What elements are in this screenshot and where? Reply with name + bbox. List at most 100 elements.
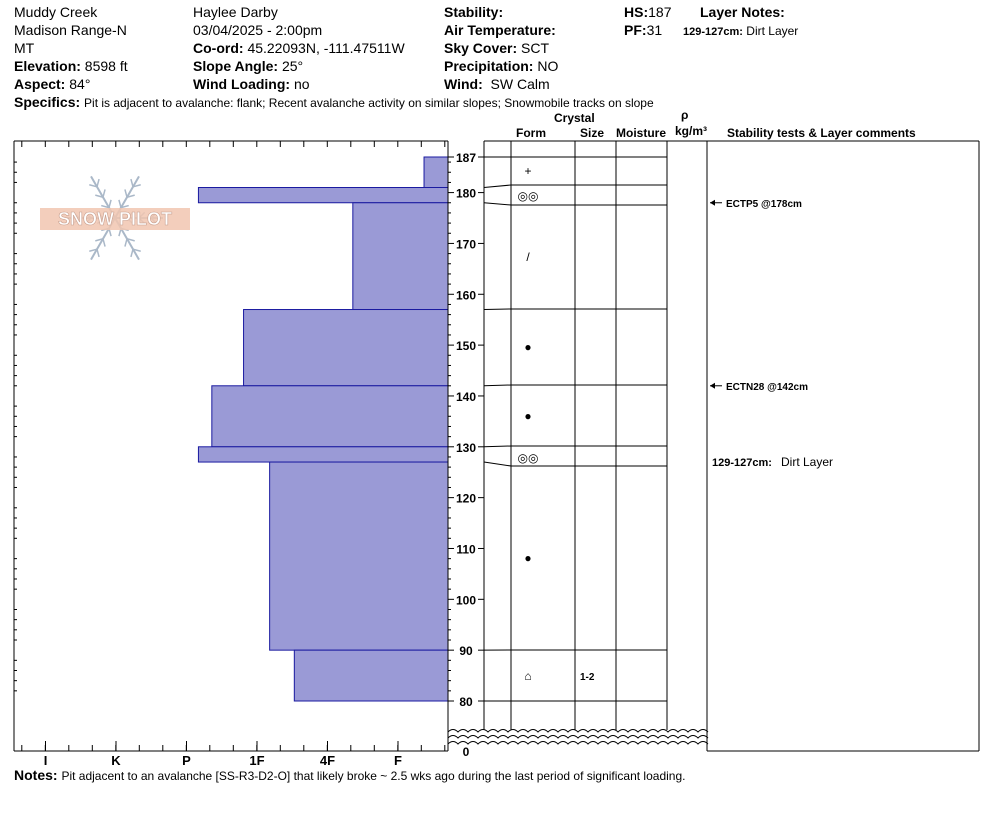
wind-label: Wind: bbox=[444, 76, 483, 92]
moisture-header: Moisture bbox=[616, 126, 667, 140]
header-location-block: Muddy Creek Madison Range-N MT Elevation… bbox=[14, 3, 128, 93]
snowflake-branch bbox=[96, 248, 100, 258]
header-depth-block: HS:187 PF:31 bbox=[624, 3, 671, 39]
logo-text: SNOW PILOT bbox=[58, 209, 172, 229]
hardness-bar-0 bbox=[423, 156, 449, 189]
height-label-160: 160 bbox=[456, 288, 476, 302]
height-label-180: 180 bbox=[456, 187, 476, 201]
height-label-120: 120 bbox=[456, 492, 476, 506]
form-header: Form bbox=[516, 126, 546, 140]
grain-form-3: ● bbox=[524, 340, 531, 354]
elevation-label: Elevation: bbox=[14, 58, 81, 74]
height-label-150: 150 bbox=[456, 339, 476, 353]
grain-form-0: + bbox=[524, 164, 531, 178]
snowflake-branch bbox=[89, 184, 98, 188]
header-observer-block: Haylee Darby 03/04/2025 - 2:00pm Co-ord:… bbox=[193, 3, 405, 93]
snowflake-branch bbox=[108, 199, 112, 208]
crystal-header: Crystal bbox=[554, 111, 595, 125]
wind-loading-value: no bbox=[293, 76, 310, 92]
layer-table: + ◎◎ / ● ● ◎◎ ● ⌂ 1-2 bbox=[447, 140, 980, 752]
hardness-label-K: K bbox=[111, 753, 121, 768]
height-label-130: 130 bbox=[456, 441, 476, 455]
snowflake-branch bbox=[124, 238, 128, 247]
snowflake-branch bbox=[89, 248, 98, 252]
height-label-90: 90 bbox=[459, 644, 473, 658]
stability-tests: ECTP5 @178cm ECTN28 @142cm 129-127cm: Dirt … bbox=[710, 199, 833, 469]
grain-form-2: / bbox=[526, 250, 530, 264]
snowflake-branch bbox=[130, 178, 134, 188]
hardness-label-I: I bbox=[44, 753, 48, 768]
observation-datetime: 03/04/2025 - 2:00pm bbox=[193, 22, 323, 38]
height-label-187: 187 bbox=[456, 151, 476, 165]
height-label-170: 170 bbox=[456, 237, 476, 251]
observer-name: Haylee Darby bbox=[193, 4, 278, 20]
hardness-bar-5 bbox=[197, 446, 449, 463]
layer-notes-text: Dirt Layer bbox=[746, 24, 799, 38]
hs-value: 187 bbox=[648, 4, 672, 20]
hardness-label-F: F bbox=[394, 753, 402, 768]
pf-value: 31 bbox=[646, 22, 663, 38]
grain-form-6: ● bbox=[524, 551, 531, 565]
slope-label: Slope Angle: bbox=[193, 58, 279, 74]
coord-row: Co-ord: 45.22093N, -111.47511W bbox=[193, 39, 405, 57]
hardness-bar-6 bbox=[269, 461, 449, 651]
height-label-110: 110 bbox=[456, 542, 476, 556]
layer-comment-range-0: 129-127cm: bbox=[712, 457, 772, 469]
size-header: Size bbox=[580, 126, 605, 140]
sky-row: Sky Cover: SCT bbox=[444, 39, 558, 57]
coord-value: 45.22093N, -111.47511W bbox=[247, 40, 405, 56]
break-line bbox=[447, 729, 709, 733]
snowflake-branch bbox=[120, 204, 129, 209]
layer-connector bbox=[483, 202, 512, 206]
snowflake-branch bbox=[132, 248, 141, 252]
hardness-bar-7 bbox=[293, 649, 449, 702]
notes-label: Notes: bbox=[14, 767, 58, 783]
snowflake-branch bbox=[102, 189, 106, 198]
notes-row: Notes: Pit adjacent to an avalanche [SS-… bbox=[14, 766, 685, 785]
stability-label: Stability: bbox=[444, 4, 504, 20]
header-conditions-block: Stability: Air Temperature: Sky Cover: S… bbox=[444, 3, 558, 93]
precip-value: NO bbox=[537, 58, 559, 74]
height-ticks: 187 180 170 160 150 140 130 120 110 100 90 80 0 bbox=[14, 151, 484, 759]
snowpilot-logo: SNOW PILOT bbox=[40, 175, 190, 261]
elevation-row: Elevation: 8598 ft bbox=[14, 57, 128, 75]
layer-notes-label: Layer Notes: bbox=[700, 4, 785, 20]
specifics-text: Pit is adjacent to avalanche: flank; Rec… bbox=[84, 96, 654, 110]
layer-comment-text-0: Dirt Layer bbox=[781, 455, 833, 469]
chart-frame: I K P 1F 4F F bbox=[13, 140, 485, 768]
break-line bbox=[447, 741, 709, 745]
grain-form-1: ◎◎ bbox=[518, 189, 539, 203]
layer-notes-range: 129-127cm: bbox=[683, 26, 743, 38]
wind-row: Wind: SW Calm bbox=[444, 75, 558, 93]
grain-form-7: ⌂ bbox=[524, 669, 531, 683]
slope-row: Slope Angle: 25° bbox=[193, 57, 405, 75]
aspect-value: 84° bbox=[69, 76, 91, 92]
specifics-row: Specifics: Pit is adjacent to avalanche:… bbox=[14, 93, 654, 112]
hardness-bar-2 bbox=[352, 202, 449, 311]
stability-test-0: ECTP5 @178cm bbox=[726, 199, 802, 210]
hardness-label-4F: 4F bbox=[320, 753, 335, 768]
layer-connector bbox=[483, 184, 512, 189]
rho-header: ρ bbox=[681, 108, 689, 122]
layer-notes-block: Layer Notes: bbox=[700, 3, 785, 21]
layer-connector bbox=[483, 445, 512, 448]
stability-row: Stability: bbox=[444, 3, 558, 21]
height-label-80: 80 bbox=[459, 695, 473, 709]
grain-size-7: 1-2 bbox=[580, 672, 595, 683]
snowflake-branch bbox=[118, 199, 122, 208]
elevation-value: 8598 ft bbox=[84, 58, 128, 74]
hardness-label-P: P bbox=[182, 753, 191, 768]
logo-banner bbox=[40, 208, 190, 230]
snowflake-branch bbox=[132, 184, 141, 188]
sky-label: Sky Cover: bbox=[444, 40, 518, 56]
coord-label: Co-ord: bbox=[193, 40, 244, 56]
snowflake-branch bbox=[101, 204, 110, 209]
state-name: MT bbox=[14, 40, 35, 56]
snowflake-branch bbox=[95, 238, 104, 242]
aspect-row: Aspect: 84° bbox=[14, 75, 128, 93]
layer-connector bbox=[483, 461, 512, 467]
grain-form-5: ◎◎ bbox=[518, 451, 539, 465]
wind-loading-row: Wind Loading: no bbox=[193, 75, 405, 93]
sky-value: SCT bbox=[521, 40, 550, 56]
